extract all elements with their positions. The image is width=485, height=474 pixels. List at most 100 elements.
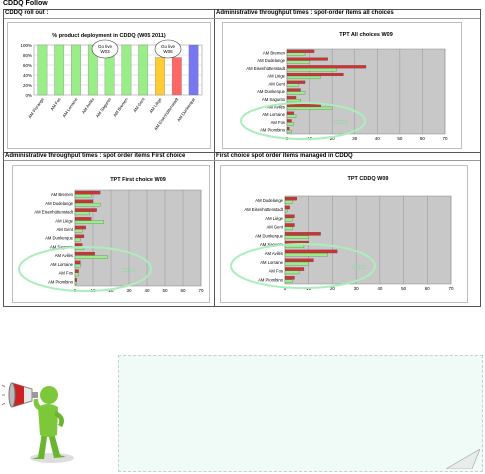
bar-series-1 [74, 234, 85, 238]
y-tick-label: AM Sagunto [262, 97, 286, 102]
bar-series-2 [286, 91, 306, 95]
y-tick-label: 60% [23, 63, 32, 68]
x-tick-label: AM Avilés [81, 97, 96, 115]
ellipse-annotation: CDDQ [352, 265, 367, 271]
ellipse-annotation: CDDQ [334, 120, 349, 126]
bar [37, 44, 48, 96]
x-tick-label: AM Lorraine [61, 96, 79, 118]
cell-tpt-all: Administrative throughput times : spot-o… [215, 10, 480, 152]
bar-series-2 [74, 281, 77, 285]
bar-series-1 [284, 232, 321, 236]
x-tick-label: 20 [108, 288, 114, 293]
x-tick-label: AM Florange [27, 96, 45, 119]
x-tick-label: 50 [401, 286, 407, 291]
x-tick-label: AM Fos [49, 97, 61, 112]
chart-title: TPT CDDQ W09 [348, 176, 389, 182]
bar-series-1 [286, 49, 315, 53]
y-tick-label: AM Lorraine [262, 112, 285, 117]
bar-series-2 [74, 237, 81, 242]
chart-rollout: % product deployment in CDDQ (W05 2011) 0… [20, 33, 203, 131]
bar-series-1 [74, 225, 86, 230]
y-tick-label: AM Lorraine [50, 262, 73, 267]
bar-series-1 [74, 278, 77, 282]
y-tick-label: 0% [25, 93, 32, 98]
highlight-ellipse [230, 243, 376, 289]
x-tick-label: AM Gent [132, 96, 146, 113]
y-tick-label: AM Fos [271, 120, 285, 125]
bar-series-1 [284, 276, 295, 280]
bar-series-2 [286, 52, 306, 56]
bar-series-1 [286, 72, 344, 77]
bar-series-2 [74, 220, 104, 224]
bar-series-2 [286, 114, 297, 118]
bar-series-2 [74, 194, 92, 198]
y-tick-label: AM Dudelange [45, 201, 73, 206]
note-box [118, 355, 483, 472]
bar-series-2 [286, 122, 294, 126]
plot-area [286, 48, 446, 135]
bar-series-1 [284, 249, 338, 254]
cell-cddq: First choice spot order items managed in… [215, 153, 480, 306]
y-tick-label: AM Sagunto [50, 244, 74, 249]
bar-series-2 [284, 253, 328, 257]
bar-series-2 [284, 279, 293, 283]
bar-series-2 [286, 68, 337, 72]
bar-series-2 [284, 270, 300, 275]
bar-series-1 [286, 103, 321, 107]
callout-label: Go live [161, 44, 176, 49]
grid-divider-vertical [214, 10, 215, 306]
cell-header-cddq: First choice spot order items managed in… [216, 153, 353, 159]
y-tick-label: AM Dunkerque [255, 233, 284, 238]
bar [138, 44, 149, 96]
folded-corner-icon [446, 449, 480, 469]
bar-series-1 [286, 127, 290, 131]
callout-bubble [154, 39, 182, 59]
callout-label: W03 [100, 49, 110, 54]
bar-series-2 [74, 202, 101, 207]
y-tick-label: AM Eisenhüttenstadt [246, 66, 285, 71]
bar-series-1 [74, 260, 81, 265]
bar-series-1 [74, 208, 97, 212]
x-tick-label: 20 [330, 136, 336, 141]
bar-series-1 [286, 96, 297, 100]
x-tick-label: 70 [198, 288, 204, 293]
bar [87, 44, 98, 96]
bar-series-1 [284, 196, 297, 201]
header-rule-bottom [4, 160, 480, 161]
bar [54, 44, 65, 96]
bar-series-1 [286, 111, 294, 115]
bar [188, 44, 199, 96]
y-tick-label: AM Dudelange [255, 198, 283, 203]
chart-frame-cddq: TPT CDDQ W09 0 10 20 30 40 50 60 70 AM Dudelange A… [220, 165, 468, 303]
y-tick-label: 80% [23, 53, 32, 58]
bar [171, 57, 182, 96]
page-title: CDDQ Follow [3, 0, 48, 7]
bar-series-1 [74, 252, 95, 256]
y-tick-label: AM Sagunto [260, 242, 284, 247]
y-tick-label: AM Avilés [265, 251, 283, 256]
x-tick-label: AM Dunkerque [176, 96, 197, 122]
bar-series-1 [286, 80, 306, 84]
bar-series-1 [286, 57, 328, 61]
y-tick-label: AM Fos [269, 269, 283, 274]
bar-series-2 [284, 217, 293, 222]
y-tick-label: AM Avilés [267, 105, 285, 110]
x-tick-label: 40 [375, 136, 381, 141]
y-tick-label: AM Bremen [263, 50, 286, 55]
bar-series-2 [74, 229, 83, 233]
callout-label: Go live [98, 44, 113, 49]
bar-series-1 [74, 269, 79, 273]
bar-series-2 [284, 261, 309, 266]
bar-series-2 [286, 130, 292, 134]
x-tick-label: 20 [330, 286, 336, 291]
y-tick-label: 100% [20, 43, 32, 48]
x-tick-label: 70 [442, 136, 448, 141]
bar-series-1 [284, 205, 290, 210]
bar-series-2 [286, 99, 301, 103]
y-tick-label: AM Fos [59, 271, 73, 276]
bar [121, 44, 132, 96]
bar-series-2 [74, 255, 108, 259]
y-tick-label: AM Lorraine [260, 260, 283, 265]
